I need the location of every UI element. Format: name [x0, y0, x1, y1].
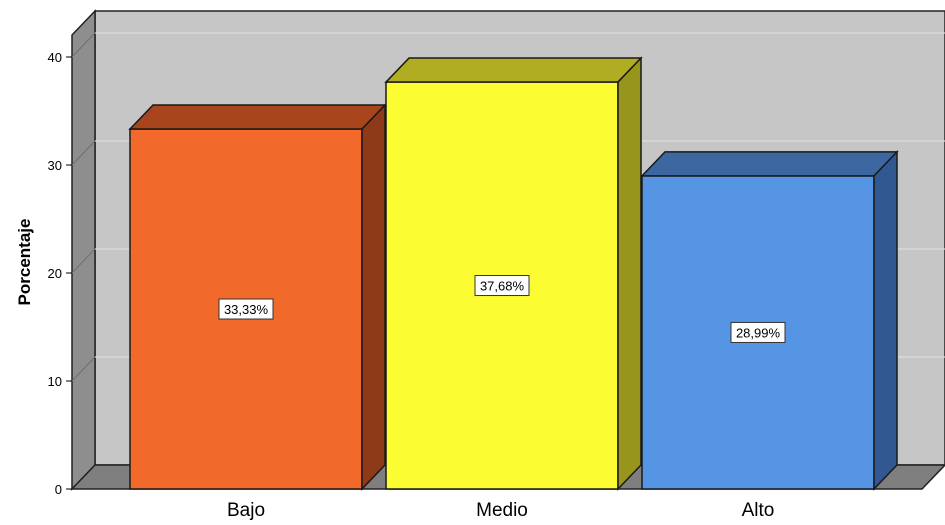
- data-label-box: [474, 275, 530, 297]
- bars: 33,33% 37,68% 28,99%: [128, 56, 899, 491]
- gridline-side: [71, 356, 96, 382]
- y-tick-label: 30: [48, 158, 62, 173]
- y-tick-label: 40: [48, 50, 62, 65]
- gridline-side: [71, 248, 96, 274]
- data-label-text: 28,99%: [736, 325, 781, 340]
- y-axis-label: Porcentaje: [15, 219, 34, 306]
- bar-alto: 28,99%: [640, 150, 899, 491]
- bar-side: [873, 150, 898, 491]
- bar-side: [617, 56, 642, 491]
- bar-bajo: 33,33%: [128, 103, 387, 491]
- bar-top: [640, 151, 899, 177]
- y-tick-label: 20: [48, 266, 62, 281]
- data-label-box: [730, 321, 786, 343]
- x-category-label: Medio: [476, 500, 528, 521]
- data-label-box: [218, 298, 274, 320]
- data-label: 37,68%: [474, 275, 530, 297]
- bar-side: [361, 103, 386, 491]
- gridline-side: [71, 140, 96, 166]
- y-tick-label: 10: [48, 374, 62, 389]
- x-category-label: Alto: [742, 500, 775, 521]
- bar-medio: 37,68%: [384, 56, 643, 491]
- bar-top: [128, 104, 387, 130]
- gridline-side: [71, 32, 96, 58]
- data-label-text: 37,68%: [480, 279, 525, 294]
- y-axis: 0 10 20 30 40: [48, 50, 72, 497]
- data-label: 28,99%: [730, 321, 786, 343]
- data-label: 33,33%: [218, 298, 274, 320]
- x-category-label: Bajo: [227, 500, 265, 521]
- x-axis: Bajo Medio Alto: [227, 500, 774, 521]
- data-label-text: 33,33%: [224, 302, 269, 317]
- bar-top: [384, 57, 643, 83]
- y-tick-label: 0: [55, 482, 62, 497]
- side-wall: [71, 9, 96, 491]
